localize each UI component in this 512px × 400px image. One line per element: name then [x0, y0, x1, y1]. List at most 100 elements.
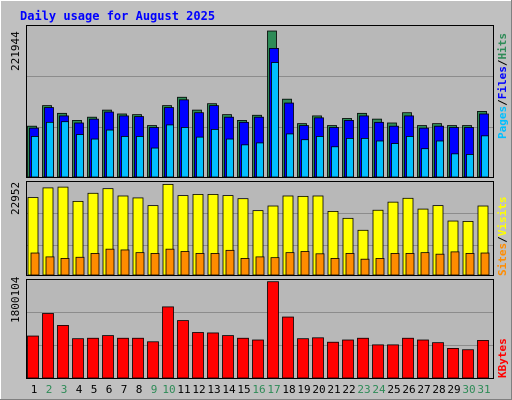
bar-pages-day-14	[226, 138, 234, 178]
bar-pages-day-28	[436, 140, 444, 178]
bar-kbytes-day-14	[222, 335, 234, 379]
bar-kbytes-day-19	[297, 338, 309, 379]
bar-sites-day-18	[285, 252, 295, 276]
bar-pages-day-10	[166, 124, 174, 178]
bar-sites-day-3	[60, 258, 70, 276]
legend-sites: Sites	[496, 243, 509, 276]
x-label-day-23: 23	[357, 383, 370, 396]
bar-pages-day-27	[421, 148, 429, 178]
bar-pages-day-23	[361, 138, 369, 178]
bar-sites-day-13	[210, 253, 220, 276]
bar-kbytes-day-6	[102, 335, 114, 379]
x-label-day-7: 7	[121, 383, 128, 396]
bar-kbytes-day-31	[477, 340, 489, 379]
bar-kbytes-day-27	[417, 339, 429, 379]
x-label-day-24: 24	[372, 383, 386, 396]
bar-sites-day-31	[480, 252, 490, 276]
bar-kbytes-day-10	[162, 306, 174, 379]
x-label-day-8: 8	[136, 383, 143, 396]
bar-kbytes-day-23	[357, 337, 369, 379]
bar-kbytes-day-29	[447, 348, 459, 379]
bar-sites-day-15	[240, 258, 250, 276]
bar-pages-day-16	[256, 142, 264, 178]
bar-kbytes-day-25	[387, 344, 399, 379]
bar-pages-day-6	[106, 129, 114, 178]
bar-sites-day-10	[165, 248, 175, 276]
x-label-day-30: 30	[462, 383, 475, 396]
bar-pages-day-4	[76, 134, 84, 178]
x-label-day-20: 20	[312, 383, 325, 396]
bar-kbytes-day-13	[207, 332, 219, 379]
legend-files: Files	[496, 66, 509, 99]
x-label-day-3: 3	[61, 383, 68, 396]
x-label-day-11: 11	[177, 383, 190, 396]
bar-sites-day-29	[450, 251, 460, 276]
bar-pages-day-24	[376, 140, 384, 178]
bar-pages-day-8	[136, 136, 144, 178]
x-label-day-10: 10	[162, 383, 175, 396]
bar-kbytes-day-8	[132, 337, 144, 379]
bar-pages-day-9	[151, 147, 159, 178]
x-label-day-21: 21	[327, 383, 340, 396]
bar-kbytes-day-20	[312, 337, 324, 379]
bar-sites-day-5	[90, 253, 100, 276]
bar-kbytes-day-5	[87, 337, 99, 379]
legend-sep-2: /	[496, 59, 509, 66]
bar-kbytes-day-2	[42, 313, 54, 379]
bar-pages-day-15	[241, 144, 249, 178]
bar-kbytes-day-7	[117, 337, 129, 379]
x-label-day-17: 17	[267, 383, 280, 396]
bar-pages-day-5	[91, 138, 99, 178]
legend-visits: Visits	[496, 197, 509, 237]
bar-pages-day-29	[451, 153, 459, 178]
bar-sites-day-9	[150, 253, 160, 276]
x-label-day-29: 29	[447, 383, 460, 396]
bar-kbytes-day-26	[402, 337, 414, 379]
bar-kbytes-day-4	[72, 338, 84, 379]
bar-kbytes-day-21	[327, 341, 339, 379]
bar-pages-day-31	[481, 135, 489, 178]
chart-bars	[27, 30, 490, 379]
x-label-day-1: 1	[31, 383, 38, 396]
bar-pages-day-7	[121, 136, 129, 178]
bar-kbytes-day-17	[267, 281, 279, 379]
bar-kbytes-day-18	[282, 316, 294, 379]
x-label-day-6: 6	[106, 383, 113, 396]
bar-kbytes-day-30	[462, 349, 474, 379]
bar-sites-day-26	[405, 253, 415, 276]
x-label-day-2: 2	[46, 383, 53, 396]
bar-sites-day-19	[300, 251, 310, 276]
bar-pages-day-26	[406, 136, 414, 178]
bar-kbytes-day-1	[27, 335, 39, 379]
x-label-day-12: 12	[192, 383, 205, 396]
bar-kbytes-day-24	[372, 344, 384, 379]
bar-kbytes-day-9	[147, 341, 159, 379]
bar-kbytes-day-16	[252, 339, 264, 379]
bar-sites-day-8	[135, 252, 145, 276]
bar-pages-day-2	[46, 121, 54, 178]
bar-sites-day-24	[375, 258, 385, 276]
bar-sites-day-22	[345, 253, 355, 276]
bar-sites-day-27	[420, 252, 430, 276]
x-label-day-19: 19	[297, 383, 310, 396]
x-label-day-13: 13	[207, 383, 220, 396]
x-label-day-4: 4	[76, 383, 83, 396]
x-label-day-26: 26	[402, 383, 415, 396]
x-label-day-22: 22	[342, 383, 355, 396]
ytick-hits: 221944	[9, 31, 22, 71]
legend-kbytes: KBytes	[496, 338, 509, 378]
x-axis-labels: 1 2 3 4 5 6 7 8 9 10 11 12 13 14 15 16 17 18 19 20 21 22 23 24 2…	[31, 383, 491, 396]
bar-pages-day-20	[316, 136, 324, 178]
x-label-day-27: 27	[417, 383, 430, 396]
x-label-day-18: 18	[282, 383, 295, 396]
legend-hits: Hits	[496, 33, 509, 60]
bar-sites-day-28	[435, 253, 445, 276]
bar-sites-day-4	[75, 256, 85, 276]
x-label-day-28: 28	[432, 383, 445, 396]
bar-kbytes-day-28	[432, 342, 444, 379]
legend-middle: Sites/Visits	[496, 197, 509, 277]
bar-sites-day-30	[465, 253, 475, 276]
bar-pages-day-19	[301, 139, 309, 178]
bar-sites-day-25	[390, 253, 400, 276]
